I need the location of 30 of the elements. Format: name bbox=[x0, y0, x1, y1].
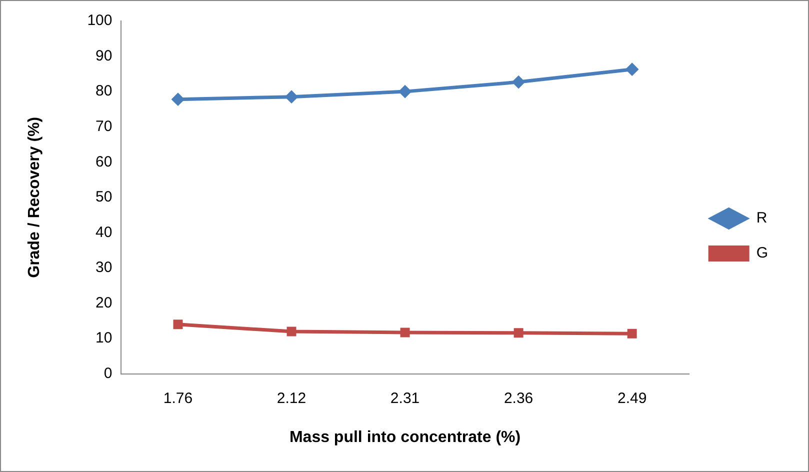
x-tick-label: 2.49 bbox=[617, 390, 647, 407]
legend-label: R bbox=[756, 210, 768, 227]
point bbox=[171, 92, 184, 106]
x-tick-label: 2.31 bbox=[390, 390, 420, 407]
y-tick-label: 60 bbox=[96, 153, 112, 170]
point bbox=[286, 326, 296, 336]
y-tick-label: 80 bbox=[96, 82, 112, 100]
y-tick-label: 50 bbox=[96, 188, 112, 206]
y-tick-label: 0 bbox=[104, 364, 112, 382]
point bbox=[627, 328, 637, 338]
x-tick-label: 2.12 bbox=[276, 390, 306, 407]
x-tick-label: 1.76 bbox=[163, 390, 193, 407]
y-tick-label: 100 bbox=[87, 12, 112, 30]
y-tick-label: 30 bbox=[96, 259, 112, 276]
y-axis-title: Grade / Recovery (%) bbox=[26, 116, 44, 278]
y-tick-label: 40 bbox=[96, 224, 112, 241]
x-axis-title: Mass pull into concentrate (%) bbox=[289, 428, 521, 446]
point bbox=[400, 328, 410, 338]
y-tick-label: 70 bbox=[96, 118, 112, 135]
legend-label: G bbox=[756, 244, 768, 262]
point bbox=[514, 328, 524, 338]
y-tick-label: 90 bbox=[96, 47, 112, 64]
x-tick-label: 2.36 bbox=[504, 390, 534, 407]
point bbox=[173, 320, 183, 330]
point bbox=[512, 76, 526, 89]
y-tick-label: 10 bbox=[96, 330, 112, 347]
y-tick-label: 20 bbox=[96, 294, 112, 312]
point bbox=[398, 85, 412, 98]
point bbox=[285, 90, 298, 104]
point bbox=[626, 62, 639, 76]
